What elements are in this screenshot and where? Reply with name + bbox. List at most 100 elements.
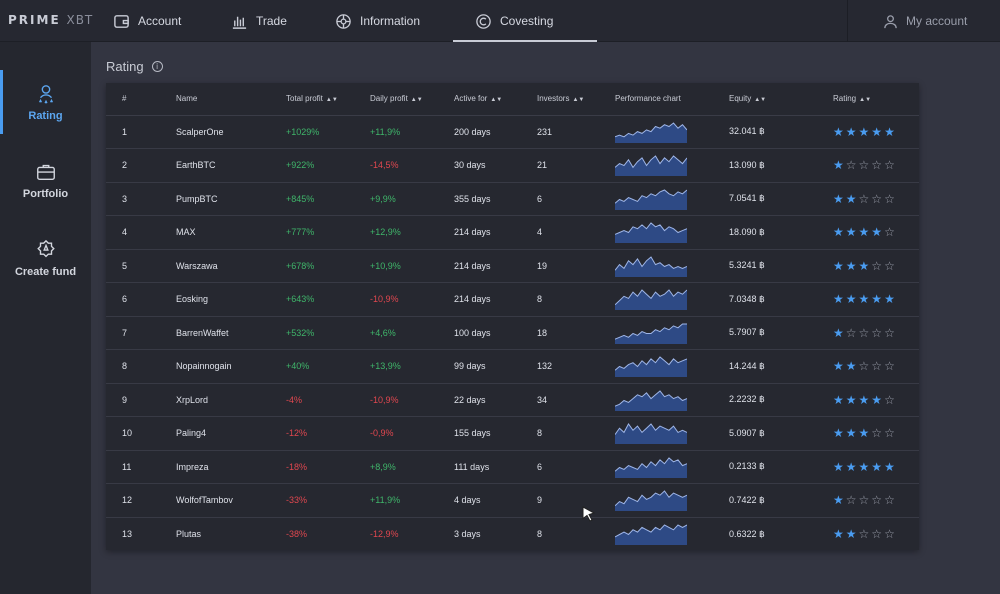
star-filled-icon: ★ — [833, 359, 846, 374]
performance-sparkline — [615, 524, 687, 545]
performance-chart-cell — [615, 416, 729, 451]
rating-icon — [38, 84, 53, 103]
fund-name[interactable]: Paling4 — [176, 416, 286, 451]
star-filled-icon: ★ — [858, 392, 872, 407]
fund-name[interactable]: EarthBTC — [176, 148, 286, 183]
tab-trade-label: Trade — [256, 14, 287, 28]
col-rating[interactable]: Rating ▲▼ — [833, 83, 919, 116]
total-profit: -12% — [286, 416, 370, 451]
fund-name[interactable]: Eosking — [176, 282, 286, 317]
performance-sparkline — [615, 289, 687, 311]
col-total-profit[interactable]: Total profit ▲▼ — [286, 83, 370, 116]
investors-count: 8 — [537, 416, 615, 451]
col-label: Active for — [454, 94, 488, 104]
table-row[interactable]: 6 Eosking +643% -10,9% 214 days 8 7.0348 ฿ ★★★★… — [106, 282, 919, 317]
equity: 2.2232 ฿ — [729, 383, 833, 417]
fund-name[interactable]: PumpBTC — [176, 182, 286, 216]
star-empty-icon: ☆ — [884, 225, 897, 240]
rating-stars: ★☆☆☆☆ — [833, 326, 897, 340]
fund-name[interactable]: Warszawa — [176, 249, 286, 283]
table-row[interactable]: 9 XrpLord -4% -10,9% 22 days 34 2.2232 ฿ ★★★★☆ — [106, 383, 919, 417]
table-row[interactable]: 5 Warszawa +678% +10,9% 214 days 19 5.3241 ฿ ★★… — [106, 249, 919, 283]
fund-name[interactable]: Plutas — [176, 529, 202, 539]
tab-trade[interactable]: Trade — [231, 0, 287, 42]
sidebar-item-rating[interactable]: Rating — [0, 70, 91, 134]
star-empty-icon: ☆ — [884, 392, 897, 407]
sparkline-line — [615, 457, 687, 472]
fund-name[interactable]: BarrenWaffet — [176, 316, 286, 350]
tab-covesting[interactable]: Covesting — [452, 0, 598, 42]
mouse-cursor-icon — [582, 506, 596, 522]
performance-chart-cell — [615, 349, 729, 384]
star-filled-icon: ★ — [845, 459, 859, 474]
table-row[interactable]: 8 Nopainnogain +40% +13,9% 99 days 132 14.244 … — [106, 349, 919, 384]
col-investors[interactable]: Investors ▲▼ — [537, 83, 615, 116]
table-row[interactable]: 12 WolfofTambov -33% +11,9% 4 days 9 0.7422 ฿ ★… — [106, 483, 919, 518]
rating-cell: ★★☆☆☆ — [833, 182, 919, 216]
sparkline-line — [615, 222, 687, 236]
table-row[interactable]: 11 Impreza -18% +8,9% 111 days 6 0.2133 ฿ ★★★★★ — [106, 450, 919, 484]
fund-name[interactable]: MAX — [176, 215, 286, 250]
star-filled-icon: ★ — [858, 426, 872, 441]
col-equity[interactable]: Equity ▲▼ — [729, 83, 833, 116]
row-index: 3 — [106, 182, 176, 216]
tab-information[interactable]: Information — [335, 0, 420, 42]
sidebar-item-create-fund[interactable]: Create fund — [0, 226, 91, 290]
col-index: # — [106, 83, 176, 116]
sort-icon: ▲▼ — [754, 97, 767, 104]
star-filled-icon: ★ — [858, 124, 872, 139]
table-row[interactable]: 1 ScalperOne +1029% +11,9% 200 days 231 32.041… — [106, 115, 919, 149]
my-account-button[interactable]: My account — [883, 0, 967, 42]
star-empty-icon: ☆ — [884, 258, 897, 273]
rating-stars: ★★★★☆ — [833, 225, 897, 239]
sparkline-area — [615, 223, 687, 244]
sparkline-line — [615, 490, 687, 507]
total-profit: -18% — [286, 450, 370, 484]
sidebar-item-portfolio[interactable]: Portfolio — [0, 148, 91, 212]
total-profit: +1029% — [286, 115, 370, 149]
performance-sparkline — [615, 457, 687, 478]
table-row[interactable]: 3 PumpBTC +845% +9,9% 355 days 6 7.0541 ฿ ★★☆☆☆ — [106, 182, 919, 216]
fund-name[interactable]: XrpLord — [176, 383, 286, 417]
covesting-icon — [476, 13, 491, 29]
tab-account[interactable]: Account — [113, 0, 181, 42]
table-row[interactable]: 7 BarrenWaffet +532% +4,6% 100 days 18 5.7907 … — [106, 316, 919, 350]
equity: 0.7422 ฿ — [729, 483, 833, 518]
investors-count: 18 — [537, 316, 615, 350]
info-icon[interactable]: i — [151, 61, 163, 72]
sparkline-area — [615, 390, 687, 411]
row-index: 5 — [106, 249, 176, 283]
fund-name[interactable]: Impreza — [176, 450, 286, 484]
user-icon — [884, 14, 897, 28]
table-row[interactable]: 4 MAX +777% +12,9% 214 days 4 18.090 ฿ ★★★★☆ — [106, 215, 919, 250]
star-empty-icon: ☆ — [884, 158, 897, 173]
sparkline-area — [615, 122, 687, 143]
performance-sparkline — [615, 189, 687, 210]
fund-name[interactable]: WolfofTambov — [176, 483, 286, 518]
star-filled-icon: ★ — [884, 124, 897, 139]
brand-logo[interactable]: PRIME XBT — [8, 13, 93, 29]
active-for: 214 days — [454, 249, 537, 283]
globe-icon — [336, 13, 351, 29]
rating-cell: ★★★★☆ — [833, 215, 919, 250]
col-active-for[interactable]: Active for ▲▼ — [454, 83, 537, 116]
total-profit: +777% — [286, 215, 370, 250]
col-daily-profit[interactable]: Daily profit ▲▼ — [370, 83, 454, 116]
table-row[interactable]: 2 EarthBTC +922% -14,5% 30 days 21 13.090 ฿ ★☆☆… — [106, 148, 919, 183]
star-filled-icon: ★ — [845, 527, 859, 541]
table-row[interactable]: 10 Paling4 -12% -0,9% 155 days 8 5.0907 ฿ ★★★☆☆ — [106, 416, 919, 451]
fund-name[interactable]: ScalperOne — [176, 115, 286, 149]
total-profit: -33% — [286, 483, 370, 518]
performance-sparkline — [615, 390, 687, 411]
fund-name[interactable]: Nopainnogain — [176, 349, 286, 384]
table-row[interactable]: 13 Plutas -38% -12,9% 3 days 8 0.6322 ฿ ★★☆☆☆ — [106, 517, 919, 551]
rating-cell: ★★☆☆☆ — [833, 517, 919, 551]
star-empty-icon: ☆ — [871, 158, 885, 173]
active-for: 214 days — [454, 215, 537, 250]
star-filled-icon: ★ — [845, 258, 859, 273]
col-label: Equity — [729, 94, 752, 104]
active-for: 99 days — [454, 349, 537, 384]
total-profit: -4% — [286, 383, 370, 417]
investors-count: 4 — [537, 215, 615, 250]
active-for: 111 days — [454, 450, 537, 484]
